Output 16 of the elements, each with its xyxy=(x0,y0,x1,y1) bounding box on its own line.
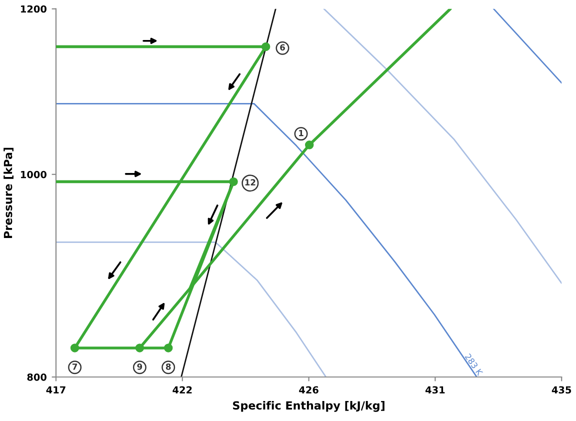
x-tick-label: 435 xyxy=(552,386,572,394)
annotation: 1 xyxy=(299,130,304,136)
y-axis-title: Pressure [kPa] xyxy=(4,148,14,238)
y-tick-label: 800 xyxy=(27,373,46,381)
y-tick-label: 1200 xyxy=(21,5,46,13)
x-tick-label: 417 xyxy=(46,386,66,394)
annotation: 9 xyxy=(137,364,142,370)
annotation: 7 xyxy=(72,364,78,370)
x-tick-label: 431 xyxy=(425,386,445,394)
x-tick-label: 426 xyxy=(299,386,318,394)
x-axis-title: Specific Enthalpy [kJ/kg] xyxy=(233,401,384,412)
annotation: 12 xyxy=(245,179,256,186)
annotation: 6 xyxy=(280,44,285,51)
annotation: 8 xyxy=(166,364,171,370)
y-tick-label: 1000 xyxy=(21,170,46,178)
x-tick-label: 422 xyxy=(172,386,192,394)
